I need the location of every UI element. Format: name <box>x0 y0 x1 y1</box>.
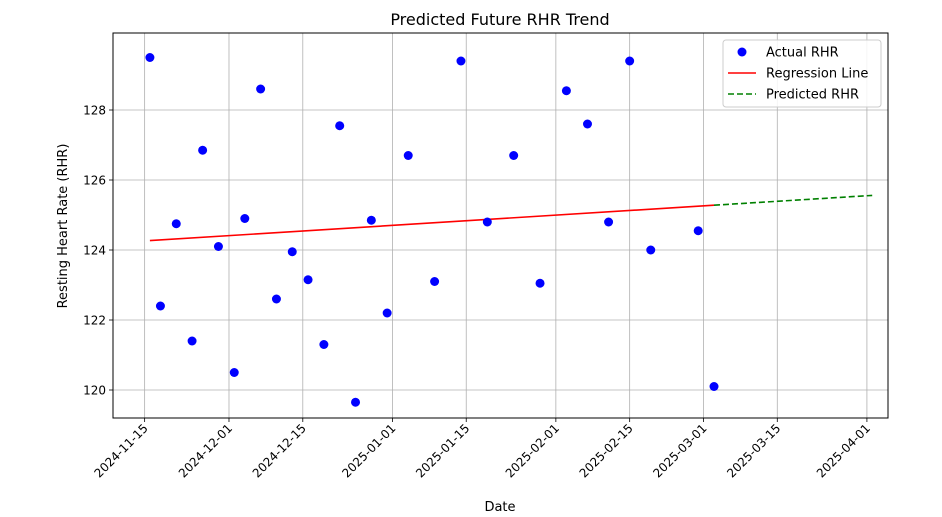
legend-box <box>722 39 882 108</box>
plot-frame <box>112 32 889 419</box>
data-point <box>693 226 703 236</box>
data-point <box>319 340 329 349</box>
data-point <box>229 368 239 377</box>
data-point <box>482 217 492 227</box>
data-point <box>709 382 719 391</box>
data-point <box>625 56 635 66</box>
y-tick-label: 120 <box>83 384 106 398</box>
legend-label: Regression Line <box>766 67 868 82</box>
data-point <box>335 121 345 131</box>
data-point <box>604 217 614 227</box>
legend: Actual RHR Regression Line Predicted RHR <box>722 39 882 108</box>
y-axis: 120 122 124 126 128 <box>83 104 113 398</box>
data-point <box>240 214 250 223</box>
data-point <box>171 219 181 229</box>
legend-label: Predicted RHR <box>766 88 859 103</box>
data-point <box>287 247 297 257</box>
data-point <box>582 119 592 129</box>
data-point <box>213 242 223 251</box>
y-tick-label: 122 <box>83 314 106 328</box>
data-point <box>145 53 155 62</box>
data-point <box>456 56 466 66</box>
data-point <box>430 277 440 286</box>
data-point <box>351 397 361 407</box>
data-point <box>198 145 208 155</box>
x-axis-label: Date <box>484 500 515 515</box>
y-tick-label: 128 <box>83 104 106 118</box>
y-axis-label: Resting Heart Rate (RHR) <box>56 144 71 309</box>
data-point <box>187 336 197 346</box>
plot-layer <box>145 53 873 407</box>
data-point <box>646 245 656 255</box>
data-point <box>256 84 266 94</box>
data-point <box>271 294 281 304</box>
data-point <box>561 86 571 96</box>
data-point <box>535 278 545 288</box>
data-point <box>382 308 392 318</box>
y-tick-label: 124 <box>83 244 106 258</box>
data-point <box>366 215 376 225</box>
data-point <box>403 151 413 160</box>
data-point <box>303 275 313 285</box>
regression-line <box>149 204 715 242</box>
data-point <box>509 151 519 160</box>
y-tick-label: 126 <box>83 174 106 188</box>
legend-marker <box>737 47 747 57</box>
data-point <box>155 301 165 311</box>
chart-title: Predicted Future RHR Trend <box>390 10 609 29</box>
legend-label: Actual RHR <box>766 46 839 61</box>
